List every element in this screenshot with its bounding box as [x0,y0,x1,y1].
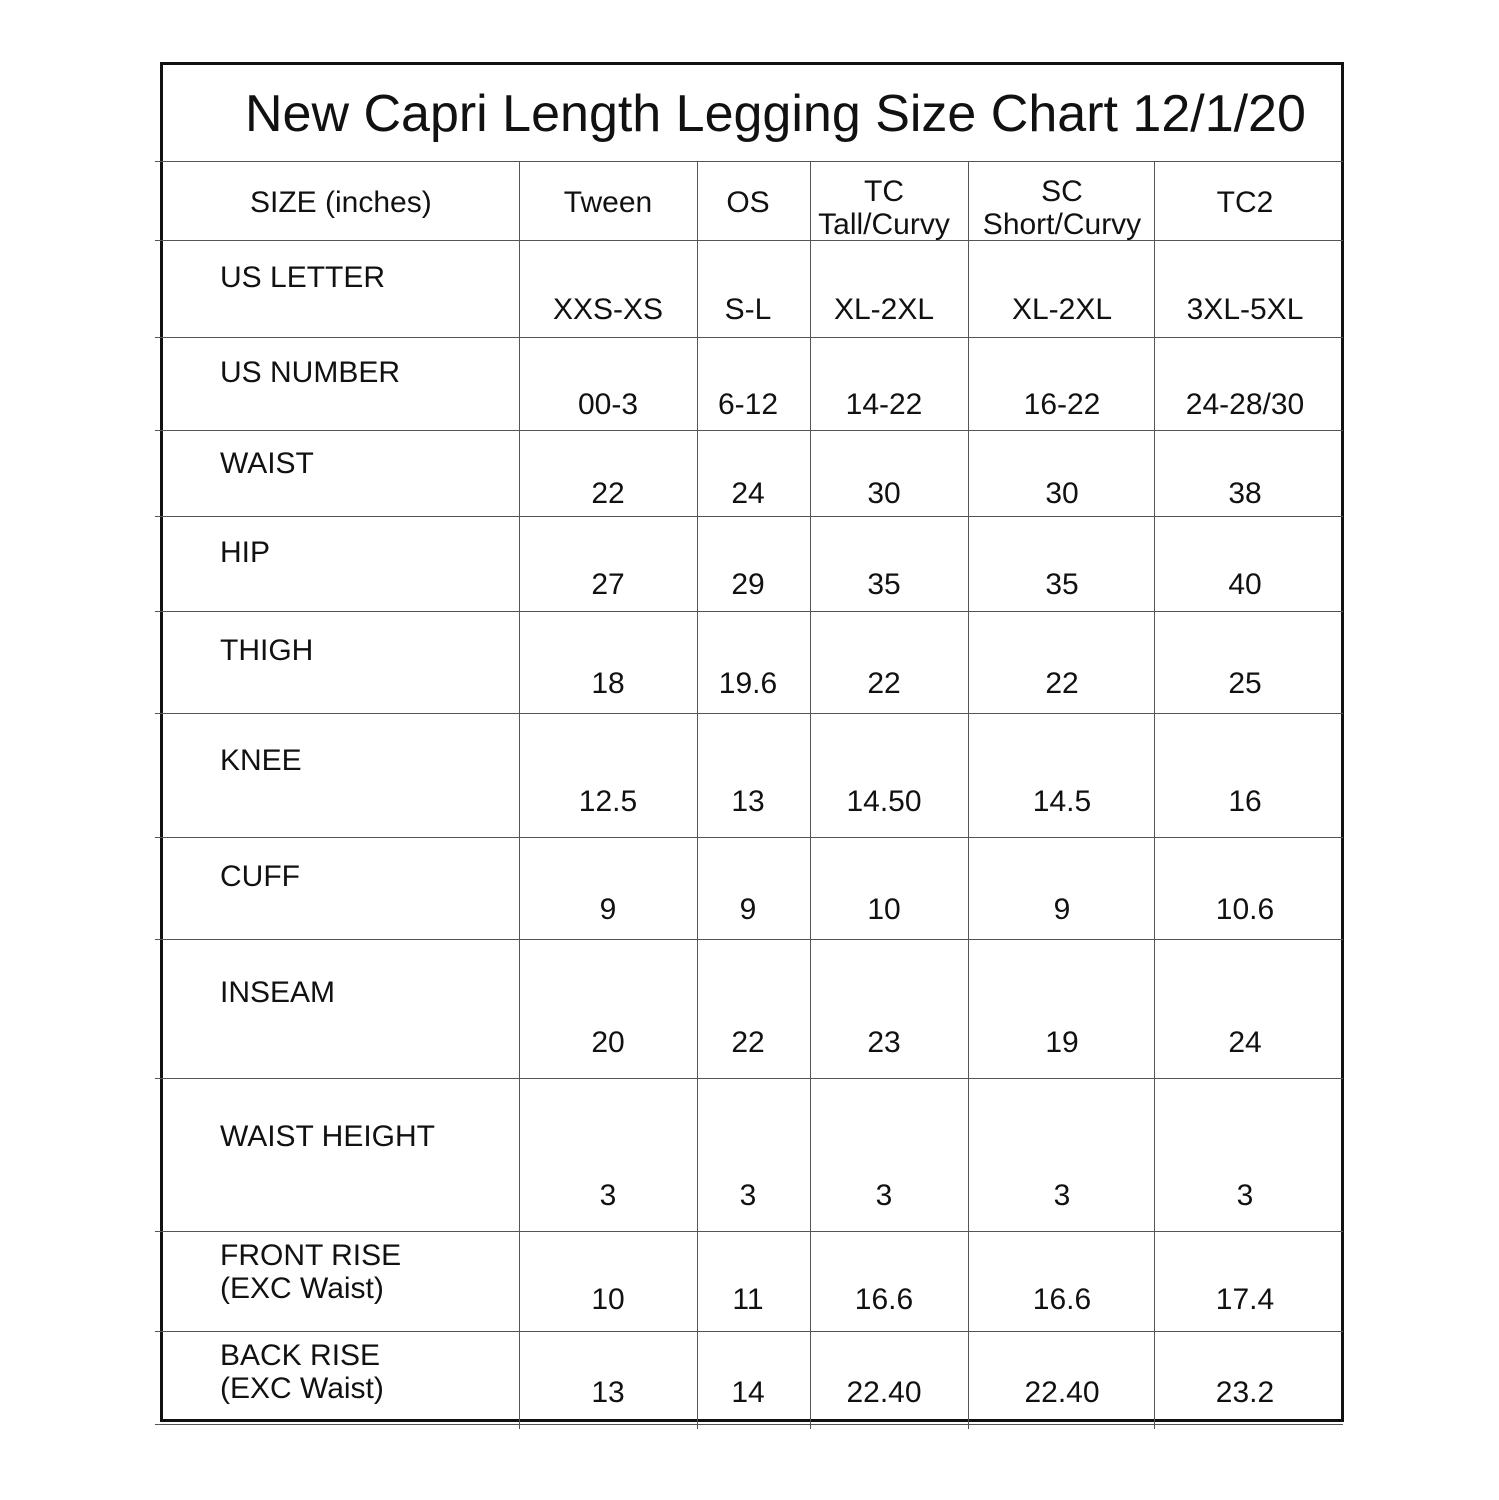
table-cell: 35 [1045,568,1079,602]
table-cell: 24 [1228,1026,1262,1059]
table-cell: 29 [731,568,765,602]
table-cell: XXS-XS [552,293,664,327]
table-cell: 19 [1045,1026,1079,1059]
row-label: CUFF [220,859,300,893]
column-divider [1154,161,1155,1429]
column-divider [697,161,698,1429]
table-cell: 6-12 [717,388,779,422]
table-cell: 22 [1045,667,1079,701]
column-divider [810,161,811,1429]
table-cell: 18 [591,667,625,701]
table-cell: 16-22 [1023,388,1101,422]
row-divider [155,430,1343,431]
table-cell: 22 [591,477,625,511]
table-cell: 25 [1228,667,1262,701]
table-cell: 30 [867,477,901,511]
table-cell: 14.5 [1032,785,1092,818]
row-label: INSEAM [220,975,336,1009]
table-cell: 17.4 [1215,1283,1275,1316]
header-column-3: SC Short/Curvy [982,175,1142,241]
header-column-2: TC Tall/Curvy [818,175,950,241]
table-cell: 14.50 [846,785,922,818]
row-divider [155,611,1343,612]
table-cell: 22.40 [1024,1376,1100,1409]
table-cell: 13 [591,1376,625,1409]
table-cell: 3 [1053,1179,1071,1212]
row-label: WAIST HEIGHT [220,1120,436,1154]
table-cell: 3 [1236,1179,1254,1212]
table-cell: 00-3 [577,388,639,422]
table-cell: 3XL-5XL [1186,293,1304,327]
table-cell: 19.6 [718,667,778,701]
table-cell: 3 [599,1179,617,1212]
table-cell: 23 [867,1026,901,1059]
table-cell: XL-2XL [833,293,935,327]
row-divider [155,161,1343,162]
table-cell: 9 [599,893,617,927]
row-divider [155,337,1343,338]
row-label: US LETTER [220,260,386,294]
row-divider [155,713,1343,714]
table-cell: 22 [731,1026,765,1059]
row-divider [155,1424,1343,1425]
table-cell: 10 [867,893,901,927]
row-label: THIGH [220,633,314,667]
row-label: KNEE [220,744,302,778]
table-cell: 3 [875,1179,893,1212]
table-cell: 11 [732,1283,764,1316]
row-divider [155,939,1343,940]
row-label: HIP [220,536,271,570]
table-cell: 14-22 [845,388,923,422]
chart-title: New Capri Length Legging Size Chart 12/1… [245,85,1306,143]
row-label: US NUMBER [220,356,401,390]
table-cell: 16 [1228,785,1262,818]
table-cell: 12.5 [578,785,638,818]
row-divider [155,1331,1343,1332]
column-divider [519,161,520,1429]
table-cell: XL-2XL [1011,293,1113,327]
row-divider [155,516,1343,517]
table-cell: 9 [1053,893,1071,927]
size-chart-table [160,62,1344,1422]
table-cell: 16.6 [1032,1283,1092,1316]
table-cell: 20 [591,1026,625,1059]
table-cell: 10 [591,1283,625,1316]
table-cell: 22.40 [846,1376,922,1409]
table-cell: 23.2 [1215,1376,1275,1409]
row-divider [155,837,1343,838]
table-cell: 14 [731,1376,765,1409]
table-cell: 24-28/30 [1185,388,1305,422]
table-cell: 22 [867,667,901,701]
table-cell: 13 [731,785,765,818]
table-cell: 40 [1228,568,1262,602]
table-cell: 30 [1045,477,1079,511]
header-column-1: OS [726,186,770,219]
table-cell: 9 [739,893,757,927]
table-cell: 16.6 [854,1283,914,1316]
column-divider [968,161,969,1429]
header-column-4: TC2 [1216,186,1274,219]
header-column-0: Tween [563,186,653,219]
row-divider [155,240,1343,241]
table-cell: 10.6 [1215,893,1275,927]
table-cell: 35 [867,568,901,602]
row-divider [155,1231,1343,1232]
table-cell: S-L [724,293,772,327]
table-cell: 38 [1228,477,1262,511]
table-cell: 3 [739,1179,757,1212]
table-cell: 24 [731,477,765,511]
table-cell: 27 [591,568,625,602]
row-label: FRONT RISE (EXC Waist) [220,1239,402,1305]
row-label: BACK RISE (EXC Waist) [220,1339,384,1405]
row-label: WAIST [220,446,314,480]
row-divider [155,1078,1343,1079]
header-size-label: SIZE (inches) [250,186,432,219]
